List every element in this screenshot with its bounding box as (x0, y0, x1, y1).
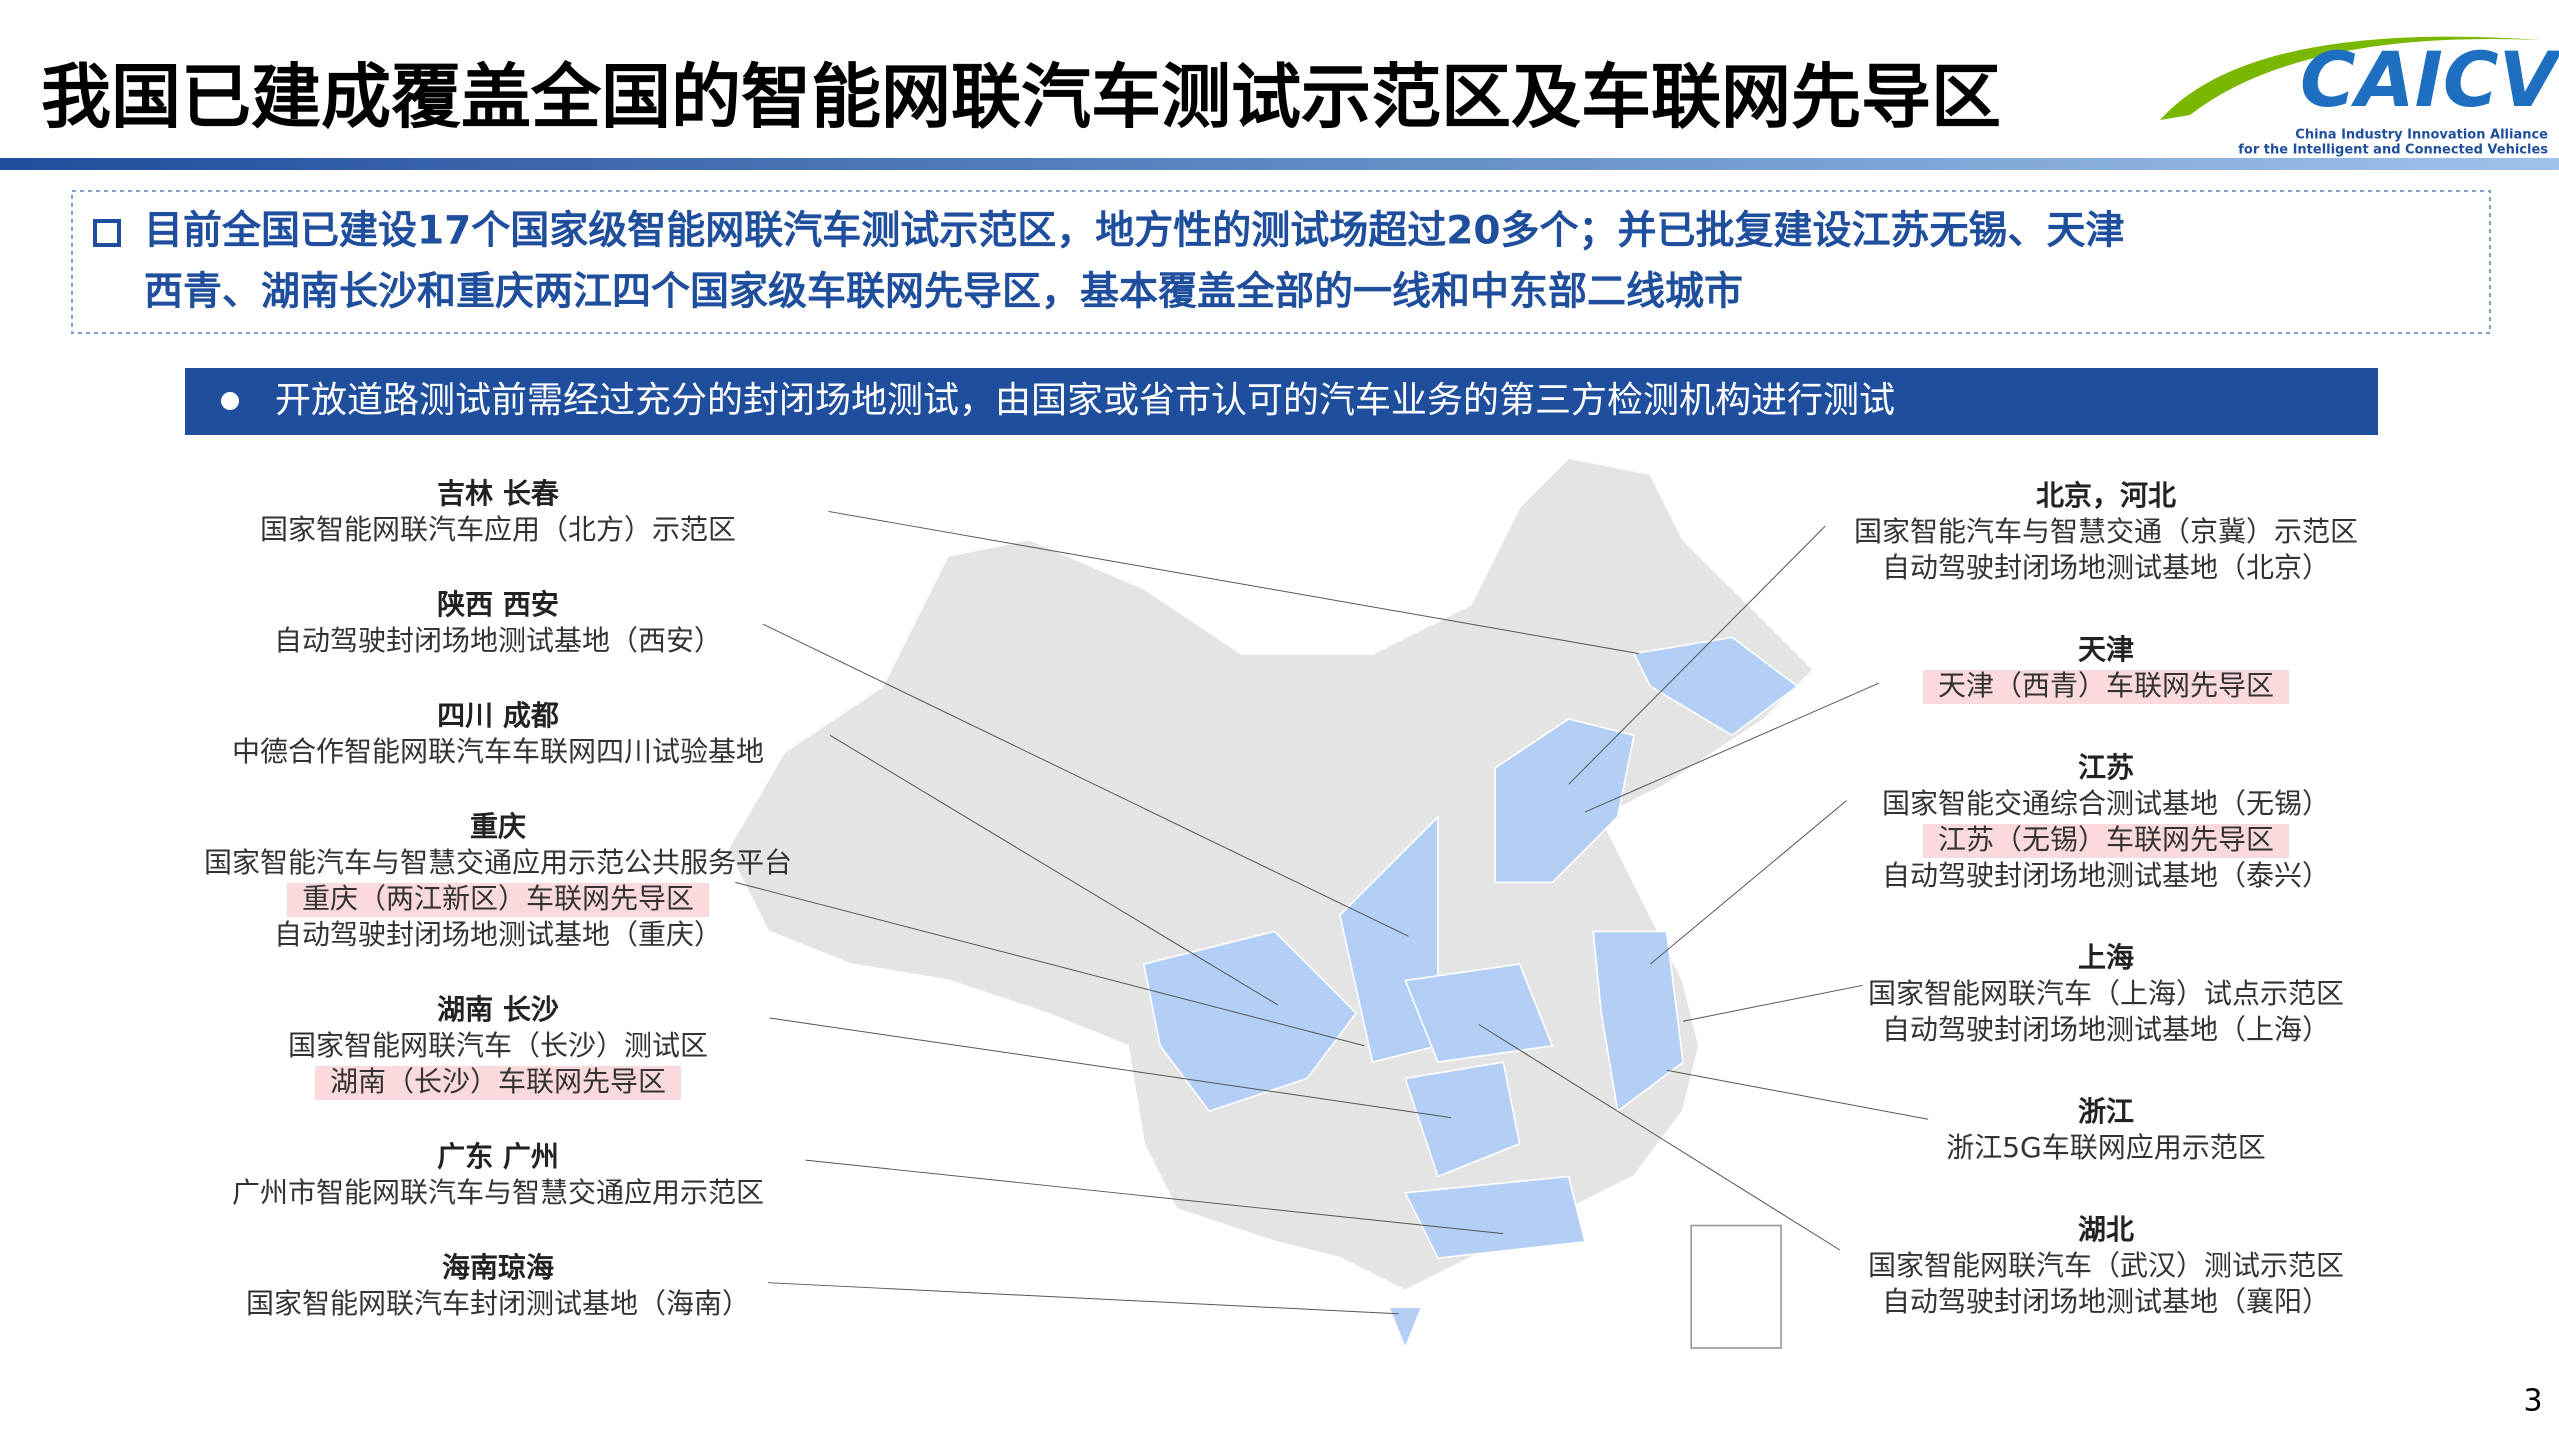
page-number: 3 (2523, 1384, 2542, 1419)
logo-name: CAICV (2300, 35, 2559, 124)
highlight (1922, 824, 2290, 858)
region-label: 上海 (2078, 941, 2134, 974)
province (1403, 1175, 1586, 1260)
site-label: 国家智能交通综合测试基地（无锡） (1882, 787, 2330, 820)
banner (185, 368, 2378, 435)
site-label: 江苏（无锡）车联网先导区 (1938, 823, 2274, 856)
region-label: 四川 成都 (437, 699, 559, 732)
province (1494, 718, 1635, 884)
region-label: 天津 (2078, 633, 2134, 666)
china-outline (725, 456, 1816, 1293)
logo-line: China Industry Innovation Alliance (2295, 128, 2548, 143)
title: 我国已建成覆盖全国的智能网联汽车测试示范区及车联网先导区 (41, 56, 2001, 138)
region-label: 湖北 (2078, 1213, 2134, 1246)
site-label: 国家智能网联汽车应用（北方）示范区 (260, 513, 736, 546)
logo-swoosh (2160, 36, 2540, 120)
highlight (1922, 670, 2290, 704)
site-label: 天津（西青）车联网先导区 (1938, 669, 2274, 702)
bullet-square (93, 219, 121, 247)
highlight (314, 1066, 682, 1100)
province (1632, 636, 1799, 737)
leader-lines (735, 510, 1929, 1315)
site-label: 国家智能网联汽车（武汉）测试示范区 (1868, 1249, 2344, 1282)
logo-line: for the Intelligent and Connected Vehicl… (2238, 143, 2548, 158)
title-bar (0, 158, 2559, 170)
site-label: 自动驾驶封闭场地测试基地（泰兴） (1882, 859, 2330, 892)
inset-box (1690, 1224, 1782, 1349)
site-label: 国家智能汽车与智慧交通（京冀）示范区 (1854, 515, 2358, 548)
region-label: 重庆 (470, 810, 526, 843)
province (1142, 930, 1358, 1113)
region-label: 湖南 长沙 (437, 993, 559, 1026)
site-label: 浙江5G车联网应用示范区 (1946, 1131, 2266, 1164)
region-label: 海南琼海 (442, 1251, 554, 1284)
region-label: 江苏 (2078, 751, 2134, 784)
site-label: 国家智能汽车与智慧交通应用示范公共服务平台 (204, 846, 792, 879)
logo: CAICV China Industry Innovation Alliance… (2160, 35, 2559, 158)
region-label: 北京，河北 (2036, 479, 2176, 512)
region-label: 浙江 (2078, 1095, 2134, 1128)
summary-box (71, 190, 2491, 334)
province (1387, 1306, 1423, 1351)
highlight (286, 883, 710, 917)
region-label: 陕西 西安 (437, 588, 559, 621)
site-label: 自动驾驶封闭场地测试基地（西安） (274, 624, 722, 657)
province (1592, 930, 1684, 1113)
banner-bullet (221, 392, 239, 410)
site-label: 国家智能网联汽车封闭测试基地（海南） (246, 1287, 750, 1320)
site-label: 国家智能网联汽车（上海）试点示范区 (1868, 977, 2344, 1010)
region-label: 广东 广州 (437, 1140, 559, 1173)
site-label: 重庆（两江新区）车联网先导区 (302, 882, 694, 915)
site-label: 湖南（长沙）车联网先导区 (330, 1065, 666, 1098)
site-label: 自动驾驶封闭场地测试基地（北京） (1882, 551, 2330, 584)
province (1404, 1061, 1521, 1178)
region-label: 吉林 长春 (437, 477, 559, 510)
province (1404, 963, 1554, 1063)
site-label: 自动驾驶封闭场地测试基地（上海） (1882, 1013, 2330, 1046)
site-label: 自动驾驶封闭场地测试基地（重庆） (274, 918, 722, 951)
summary-line: 西青、湖南长沙和重庆两江四个国家级车联网先导区，基本覆盖全部的一线和中东部二线城… (144, 270, 1743, 315)
site-label: 中德合作智能网联汽车车联网四川试验基地 (232, 735, 764, 768)
summary-line: 目前全国已建设17个国家级智能网联汽车测试示范区，地方性的测试场超过20多个；并… (144, 209, 2125, 254)
site-label: 广州市智能网联汽车与智慧交通应用示范区 (232, 1176, 764, 1209)
site-label: 自动驾驶封闭场地测试基地（襄阳） (1882, 1285, 2330, 1318)
banner-text: 开放道路测试前需经过充分的封闭场地测试，由国家或省市认可的汽车业务的第三方检测机… (275, 380, 1895, 421)
site-label: 国家智能网联汽车（长沙）测试区 (288, 1029, 708, 1062)
map (725, 456, 1929, 1351)
